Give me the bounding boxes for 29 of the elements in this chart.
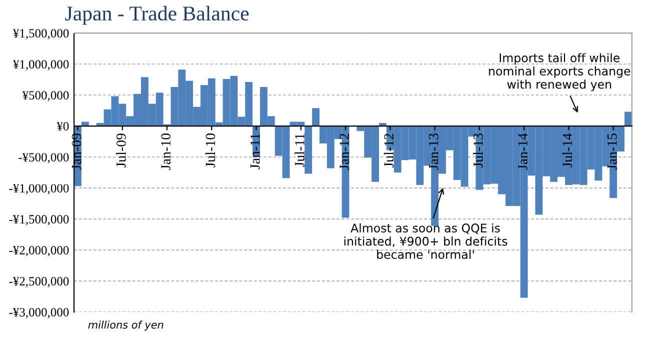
x-tick-label: Jul-14	[562, 133, 572, 168]
x-tick-label: Jan-10	[161, 134, 170, 170]
y-tick-label: -¥1,000,000	[9, 184, 69, 194]
y-tick-label: ¥1,000,000	[12, 60, 69, 70]
annotation: Almost as soon as QQE is initiated, ¥900+ bln deficits became 'normal'	[344, 223, 508, 259]
x-tick-label: Jan-15	[607, 134, 617, 170]
y-tick-label: -¥500,000	[18, 153, 69, 164]
x-tick-label: Jan-13	[428, 134, 438, 170]
x-tick-label: Jul-13	[473, 134, 483, 168]
bar	[304, 126, 312, 174]
x-tick-label: Jul-12	[384, 134, 394, 168]
x-tick-label: Jan-12	[340, 134, 350, 170]
text: millions of yen	[88, 320, 164, 331]
x-tick-label: Jan-14	[518, 133, 528, 170]
x-tick-label: Jul-11	[294, 134, 304, 167]
x-tick-label: Jan-11	[250, 134, 260, 170]
y-tick-label: -¥3,000,000	[9, 308, 69, 318]
bar	[81, 122, 89, 126]
y-tick-label: -¥2,500,000	[9, 277, 69, 288]
y-tick-label: -¥1,500,000	[9, 215, 69, 226]
x-tick-label: Jul-10	[205, 134, 216, 168]
y-tick-label: ¥0	[56, 122, 69, 131]
y-tick-label: ¥1,500,000	[12, 29, 69, 40]
y-tick-label: -¥2,000,000	[9, 246, 69, 256]
chart-title: Japan - Trade Balance	[65, 6, 249, 25]
y-tick-label: ¥500,000	[22, 91, 69, 102]
x-tick-label: Jul-09	[116, 134, 126, 168]
annotation: Imports tail off while nominal exports change with renewed yen	[489, 53, 630, 92]
bar	[312, 108, 320, 126]
